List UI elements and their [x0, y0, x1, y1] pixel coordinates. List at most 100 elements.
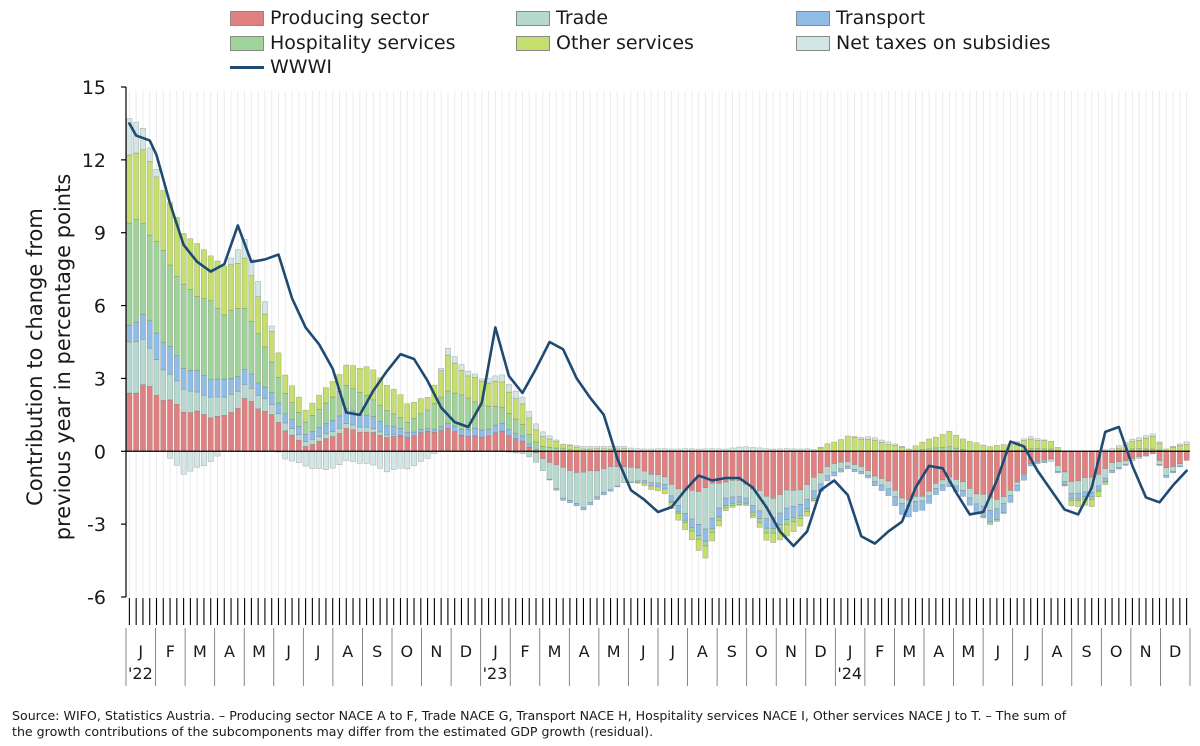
year-label: '24 — [837, 664, 862, 683]
bar-segment-producing-sector — [865, 451, 871, 471]
bar-segment-trade — [878, 478, 885, 486]
month-label: A — [579, 642, 590, 661]
bar-segment-trade — [289, 428, 295, 436]
bar-segment-producing-sector — [1082, 451, 1088, 478]
bar-segment-transport — [878, 484, 885, 491]
bar-segment-net-taxes-on-subsidies — [384, 451, 390, 473]
bar-segment-trade — [871, 475, 878, 482]
bar-segment-trade — [221, 396, 228, 416]
bar-segment-net-taxes-on-subsidies — [858, 437, 865, 440]
bar-segment-net-taxes-on-subsidies — [892, 443, 899, 446]
bar-segment-hospitality-services — [417, 413, 424, 430]
bar-segment-hospitality-services — [993, 519, 1000, 522]
bar-segment-trade — [140, 339, 146, 385]
legend-swatch-other-services — [516, 35, 550, 51]
legend-item-net-taxes-on-subsidies: Net taxes on subsidies — [796, 32, 1051, 54]
bar-segment-producing-sector — [749, 451, 756, 490]
bar-segment-transport — [1102, 477, 1109, 482]
bar-segment-producing-sector — [451, 431, 458, 452]
bar-segment-hospitality-services — [709, 528, 716, 533]
bar-segment-trade — [1054, 465, 1061, 472]
month-label: J — [847, 642, 853, 661]
bar-segment-hospitality-services — [526, 434, 533, 445]
bar-segment-producing-sector — [384, 437, 390, 452]
bar-segment-transport — [688, 518, 695, 529]
bar-segment-transport — [614, 485, 621, 488]
bar-segment-other-services — [221, 265, 228, 316]
bar-segment-transport — [275, 402, 282, 414]
bar-segment-net-taxes-on-subsidies — [234, 249, 241, 264]
bar-segment-producing-sector — [1014, 451, 1021, 483]
bar-segment-hospitality-services — [980, 516, 987, 519]
bar-segment-transport — [241, 369, 248, 385]
bar-segment-trade — [302, 441, 309, 447]
bar-segment-transport — [553, 488, 560, 491]
bar-segment-trade — [1021, 474, 1027, 477]
chart-legend: Producing sector Trade Transport Hospita… — [0, 0, 1200, 80]
bar-segment-producing-sector — [424, 430, 431, 452]
bar-segment-producing-sector — [695, 451, 702, 492]
bar-segment-transport — [777, 512, 783, 525]
bar-segment-producing-sector — [838, 451, 844, 463]
bar-segment-transport — [885, 488, 892, 496]
bar-segment-other-services — [573, 446, 580, 451]
bar-segment-transport — [1115, 467, 1122, 470]
y-axis-title-line-2: previous year in percentage points — [51, 174, 75, 541]
bar-segment-trade — [1176, 463, 1183, 467]
bar-segment-transport — [302, 434, 309, 442]
bar-segment-net-taxes-on-subsidies — [553, 439, 560, 442]
bar-segment-trade — [587, 470, 594, 503]
bar-segment-trade — [350, 424, 356, 430]
bar-segment-net-taxes-on-subsidies — [289, 451, 295, 462]
bar-segment-other-services — [926, 438, 932, 450]
bar-segment-trade — [194, 391, 201, 412]
bar-segment-other-services — [397, 394, 404, 418]
bar-segment-other-services — [1027, 438, 1034, 450]
bar-segment-producing-sector — [1102, 451, 1109, 469]
bar-segment-producing-sector — [851, 451, 858, 465]
bar-segment-producing-sector — [553, 451, 560, 466]
bar-segment-trade — [838, 462, 844, 470]
bar-segment-other-services — [519, 403, 526, 425]
bar-segment-other-services — [749, 515, 756, 519]
legend-swatch-producing-sector — [230, 10, 264, 26]
bar-segment-hospitality-services — [140, 223, 146, 315]
bar-segment-hospitality-services — [1075, 498, 1082, 501]
y-tick-label: -6 — [87, 587, 106, 609]
bar-segment-other-services — [912, 445, 919, 451]
bar-segment-other-services — [858, 438, 865, 452]
bar-segment-net-taxes-on-subsidies — [1129, 438, 1136, 442]
bar-segment-hospitality-services — [810, 498, 817, 501]
footnote-line-2: the growth contributions of the subcompo… — [12, 724, 654, 739]
bar-segment-producing-sector — [167, 399, 173, 452]
bar-segment-hospitality-services — [316, 409, 323, 428]
month-label: D — [814, 642, 826, 661]
bar-segment-other-services — [390, 388, 397, 415]
bar-segment-transport — [526, 443, 533, 448]
bar-segment-producing-sector — [817, 451, 824, 474]
bar-segment-net-taxes-on-subsidies — [302, 451, 309, 467]
bar-segment-other-services — [539, 436, 546, 447]
bar-segment-net-taxes-on-subsidies — [736, 446, 743, 452]
bar-segment-other-services — [892, 445, 899, 452]
bar-segment-net-taxes-on-subsidies — [445, 347, 451, 356]
bar-segment-transport — [336, 415, 343, 429]
bar-segment-net-taxes-on-subsidies — [370, 451, 377, 466]
bar-segment-hospitality-services — [695, 535, 702, 540]
month-label: D — [460, 642, 472, 661]
bar-segment-other-services — [356, 367, 363, 393]
bar-segment-trade — [668, 484, 675, 497]
bar-segment-net-taxes-on-subsidies — [878, 439, 885, 443]
bar-segment-other-services — [682, 522, 689, 530]
bar-segment-trade — [695, 491, 702, 525]
bar-segment-producing-sector — [729, 451, 736, 481]
bar-segment-producing-sector — [295, 439, 302, 452]
bar-segment-transport — [363, 414, 370, 428]
bar-segment-transport — [865, 475, 871, 479]
bar-segment-trade — [600, 468, 607, 493]
bar-segment-producing-sector — [506, 435, 512, 452]
bar-segment-trade — [1109, 462, 1115, 471]
bar-segment-trade — [153, 359, 160, 396]
bar-segment-trade — [363, 426, 370, 433]
bar-segment-transport — [309, 431, 316, 440]
